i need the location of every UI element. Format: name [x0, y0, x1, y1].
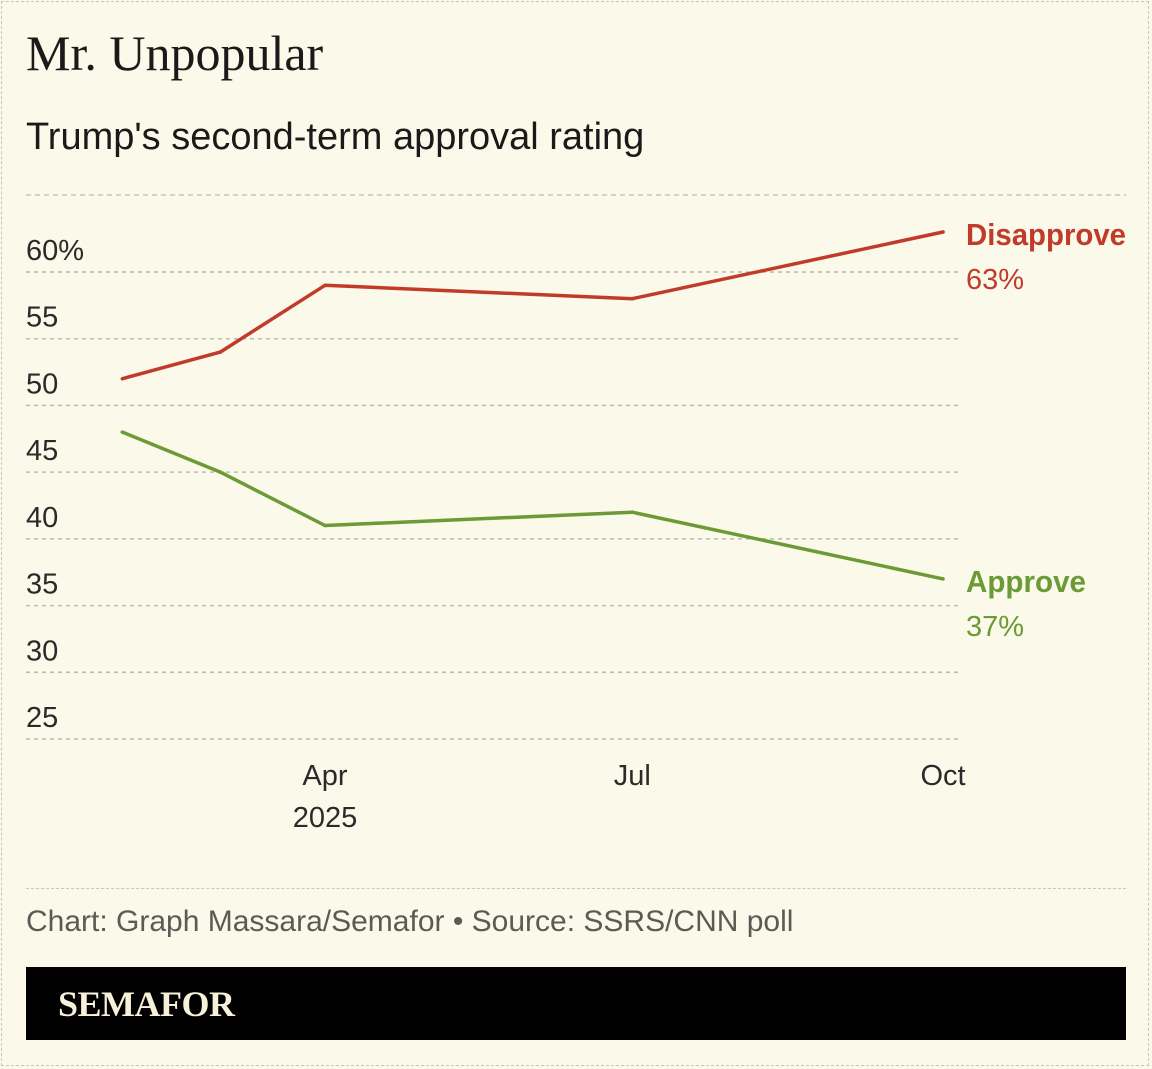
approve-point [323, 523, 327, 528]
approve-label: Approve [966, 564, 1086, 599]
y-tick-label: 45 [26, 435, 58, 467]
y-tick-label: 55 [26, 302, 58, 334]
disapprove-point [630, 296, 635, 301]
line-chart: 60% 55 50 45 40 35 30 25 Apr 2025 Jul Oct Disapprove… [26, 194, 1126, 834]
disapprove-point [323, 283, 327, 288]
source-credit: Chart: Graph Massara/Semafor • Source: S… [26, 905, 794, 938]
approve-point [941, 577, 945, 581]
approve-line [121, 430, 944, 581]
chart-title: Mr. Unpopular [26, 25, 324, 81]
x-tick-label: Jul [614, 760, 651, 792]
semafor-logo: SEMAFOR [58, 984, 235, 1024]
disapprove-point [218, 350, 223, 354]
approve-value-label: 37% [966, 611, 1024, 643]
disapprove-point [941, 230, 945, 234]
disapprove-line [121, 230, 944, 381]
y-tick-label: 50 [26, 368, 58, 400]
y-tick-label: 25 [26, 702, 58, 734]
chart-subtitle: Trump's second-term approval rating [26, 116, 645, 158]
y-tick-label: 35 [26, 569, 58, 601]
y-tick-label: 60% [26, 235, 84, 267]
disapprove-point [120, 376, 125, 381]
x-tick-label: Oct [920, 760, 965, 792]
y-tick-label: 30 [26, 635, 58, 667]
disapprove-label: Disapprove [966, 217, 1126, 252]
y-tick-label: 40 [26, 502, 58, 534]
footer-divider [26, 888, 1126, 889]
approve-point [120, 430, 125, 434]
approve-point [630, 510, 635, 514]
x-tick-label: Apr [302, 760, 347, 792]
disapprove-value-label: 63% [966, 264, 1024, 296]
x-tick-sublabel: 2025 [293, 802, 358, 834]
brand-bar: SEMAFOR [26, 967, 1126, 1040]
approve-point [218, 470, 223, 474]
